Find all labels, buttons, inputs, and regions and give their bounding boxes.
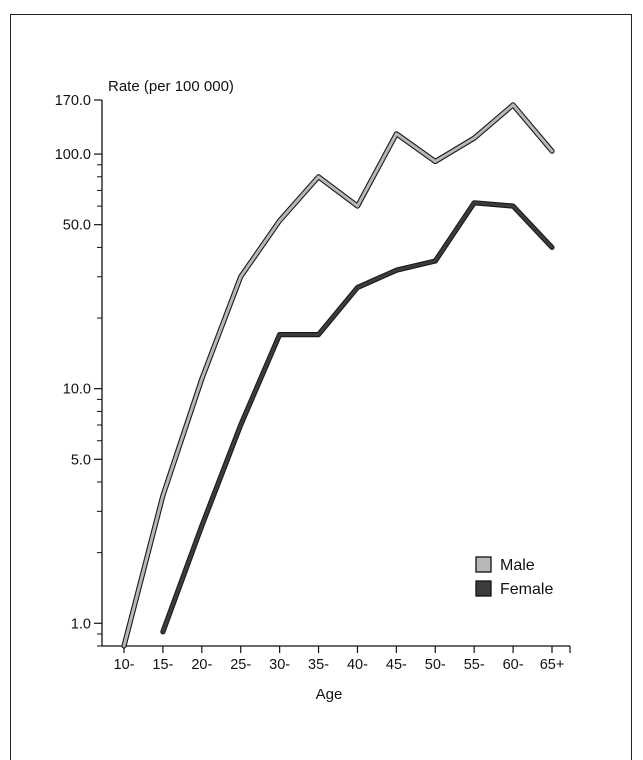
x-axis-label: Age xyxy=(316,686,343,703)
x-tick-label: 50- xyxy=(425,657,446,673)
series-line-female xyxy=(161,201,554,634)
y-tick-label: 170.0 xyxy=(55,93,91,109)
x-tick-label: 30- xyxy=(269,657,290,673)
x-tick-label: 55- xyxy=(464,657,485,673)
legend-swatch-female xyxy=(475,580,492,597)
x-tick-label: 35- xyxy=(308,657,329,673)
series-outline-female xyxy=(160,200,555,635)
series-line-male xyxy=(122,103,554,648)
x-tick-label: 20- xyxy=(191,657,212,673)
chart-frame xyxy=(10,14,632,760)
y-axis-label: Rate (per 100 000) xyxy=(108,78,234,95)
y-tick-label: 10.0 xyxy=(63,382,91,398)
x-tick-label: 10- xyxy=(114,657,135,673)
x-tick-label: 25- xyxy=(230,657,251,673)
y-tick-label: 100.0 xyxy=(55,147,91,163)
legend-swatch-male xyxy=(475,556,492,573)
x-tick-label: 15- xyxy=(152,657,173,673)
x-tick-label: 65+ xyxy=(540,657,565,673)
legend-label-male: Male xyxy=(500,557,535,574)
x-tick-label: 45- xyxy=(386,657,407,673)
y-tick-label: 1.0 xyxy=(71,616,91,632)
y-tick-label: 5.0 xyxy=(71,452,91,468)
y-tick-label: 50.0 xyxy=(63,218,91,234)
x-tick-label: 40- xyxy=(347,657,368,673)
x-tick-label: 60- xyxy=(503,657,524,673)
legend-label-female: Female xyxy=(500,581,553,598)
